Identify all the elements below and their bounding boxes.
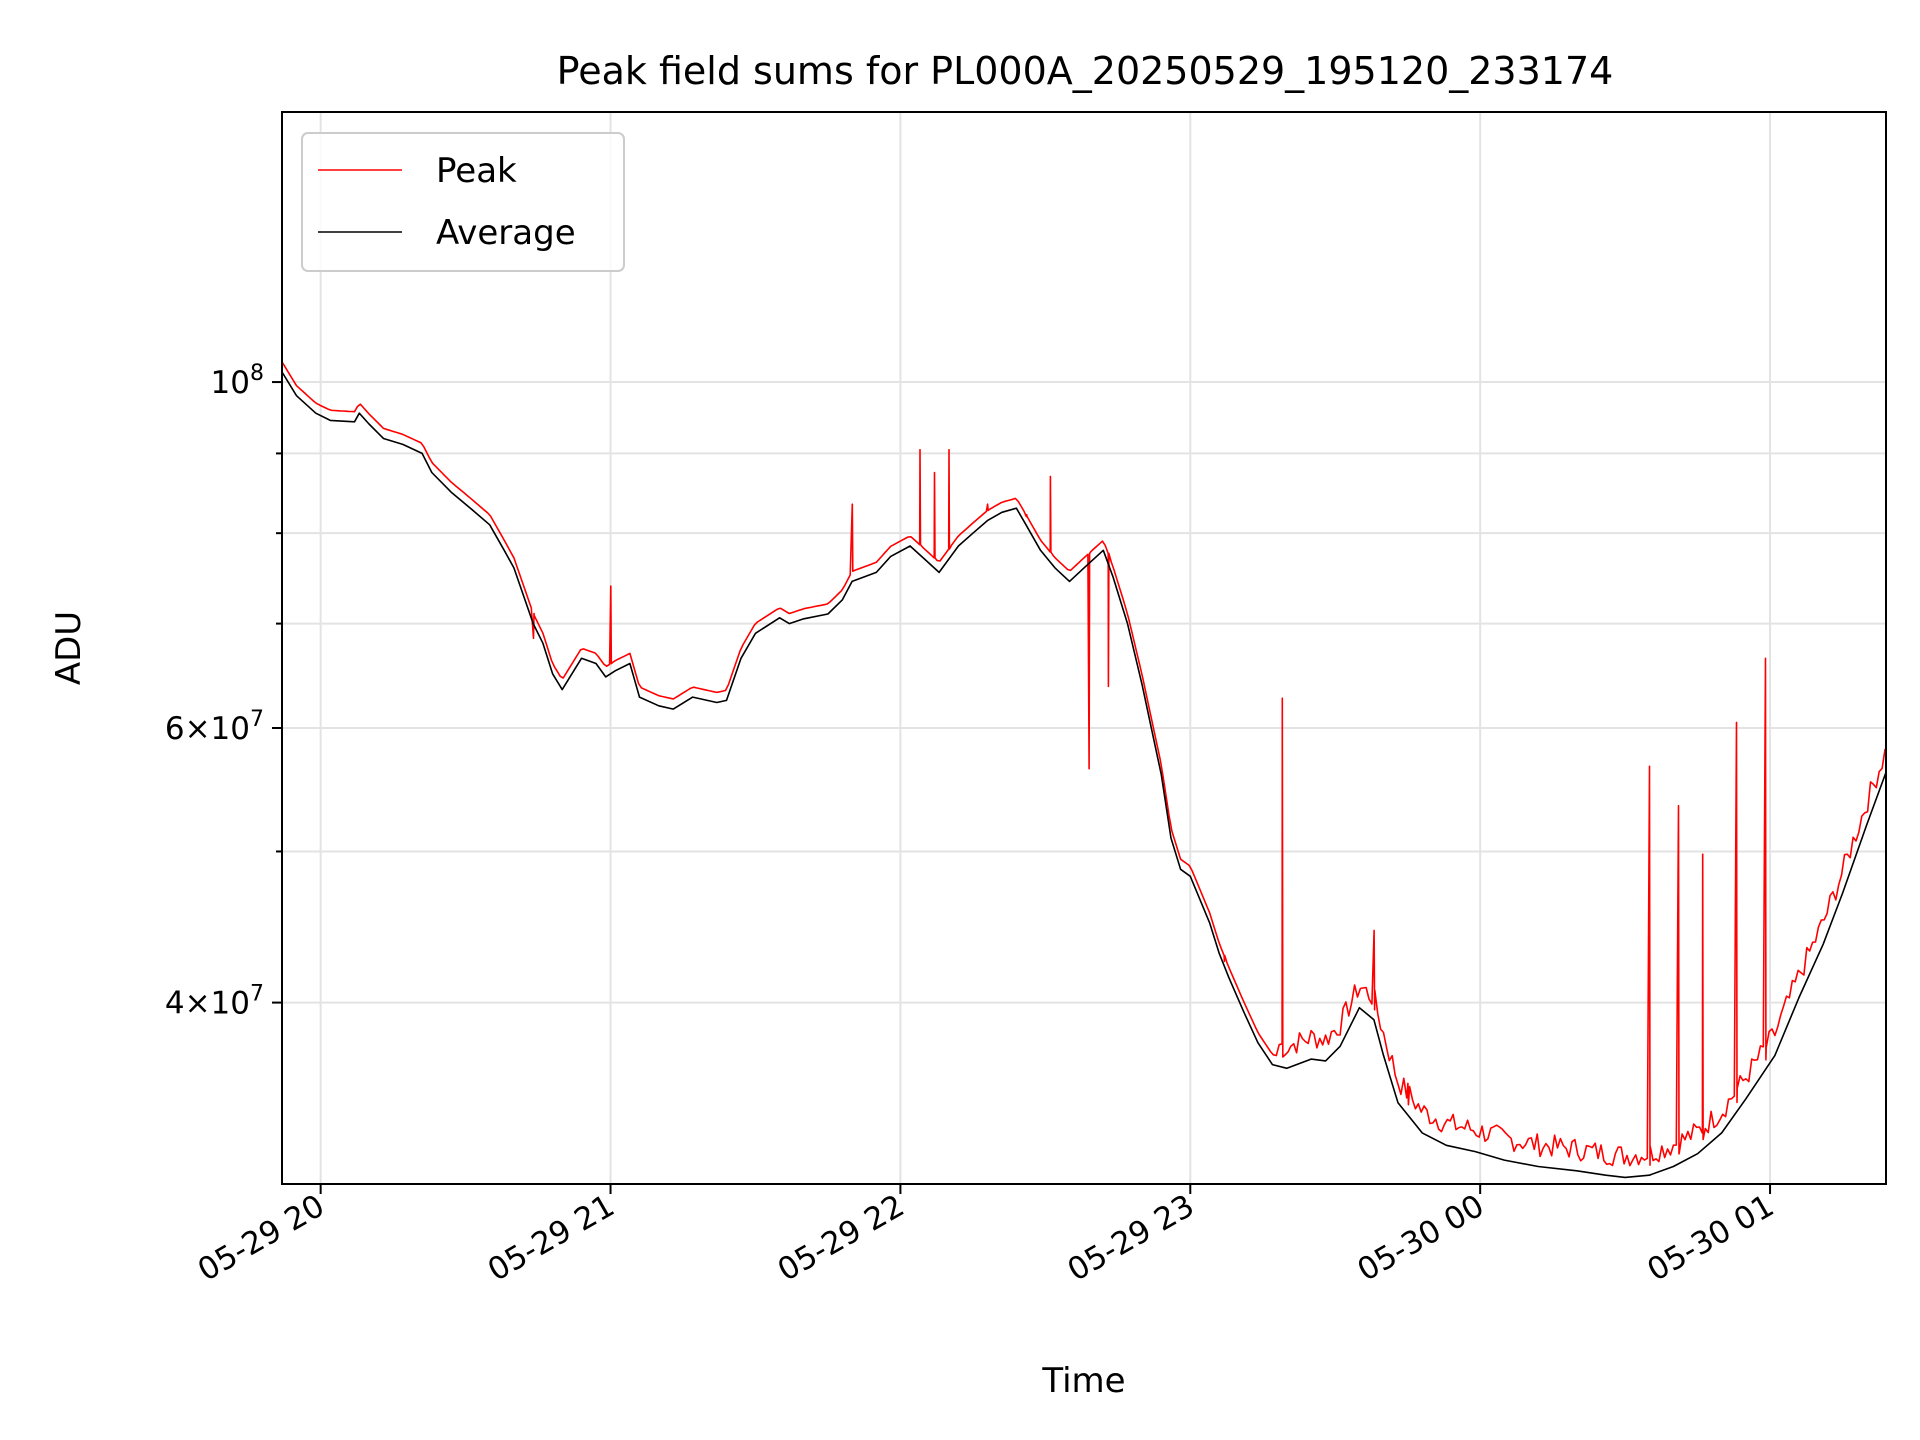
series-line-average [282, 371, 1886, 1179]
x-axis-label: Time [1041, 1361, 1125, 1401]
series-line-peak [282, 361, 1886, 1167]
series-group [282, 361, 1886, 1179]
legend-label-peak: Peak [436, 151, 517, 191]
y-axis-label: ADU [49, 611, 89, 685]
chart-title: Peak field sums for PL000A_20250529_1951… [557, 49, 1614, 93]
y-tick-label: 6×107 [165, 707, 264, 747]
legend-label-average: Average [436, 213, 576, 253]
plot-frame [281, 111, 1887, 1185]
legend: Peak Average [301, 132, 625, 272]
series-layer [282, 361, 1886, 1179]
y-tick-label: 4×107 [165, 982, 264, 1022]
y-tick-label: 108 [211, 361, 264, 401]
legend-box [301, 132, 625, 272]
